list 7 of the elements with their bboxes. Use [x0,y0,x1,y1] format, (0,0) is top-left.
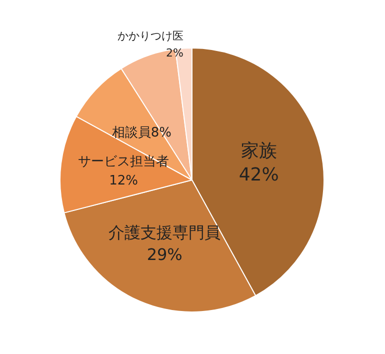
data-label: 42% [238,164,279,186]
data-label: 12% [109,173,138,188]
data-label: 29% [146,244,182,264]
slice-label: かかりつけ医 [117,29,184,42]
slice-label: 家族 [240,140,277,162]
slice-label: 介護支援専門員 [108,222,221,242]
data-label: 2% [166,46,184,60]
